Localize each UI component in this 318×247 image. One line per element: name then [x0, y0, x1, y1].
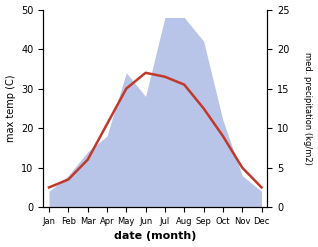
Y-axis label: max temp (C): max temp (C): [5, 75, 16, 142]
X-axis label: date (month): date (month): [114, 231, 197, 242]
Y-axis label: med. precipitation (kg/m2): med. precipitation (kg/m2): [303, 52, 313, 165]
